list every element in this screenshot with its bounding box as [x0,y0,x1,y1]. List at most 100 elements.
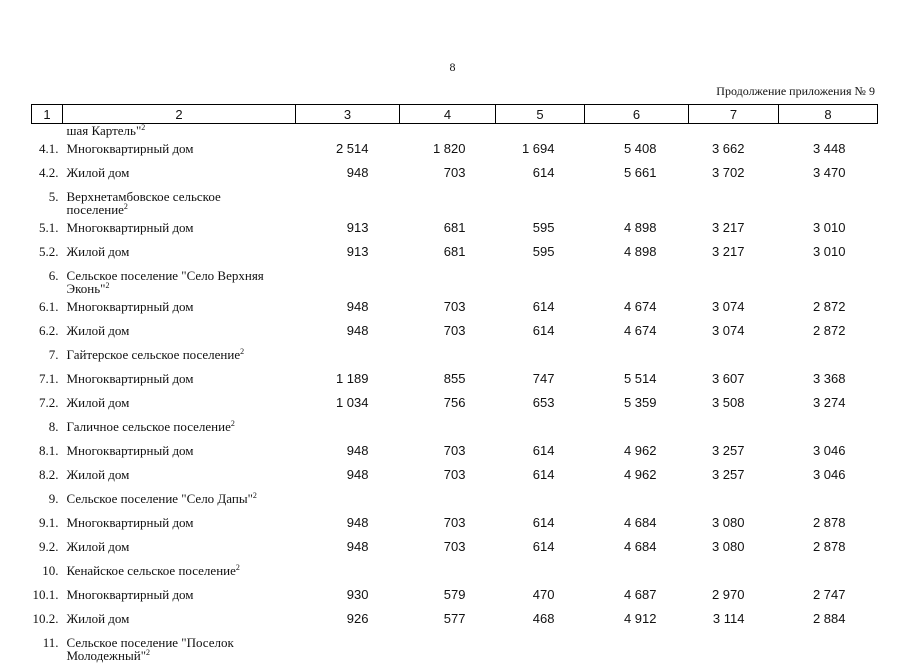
section-row: 6. Сельское поселение "Село Верхняя Эконь… [32,264,878,295]
value-cell [779,559,878,583]
value-cell: 3 046 [812,443,846,458]
row-name: Верхнетамбовское сельское поселение2 [66,189,221,217]
row-number: 11. [42,635,59,650]
value-cell: 5 359 [623,395,657,410]
value-cell [496,343,585,367]
value-cell: 3 046 [812,467,846,482]
column-header: 3 [295,104,400,124]
value-cell: 3 257 [711,443,745,458]
value-cell [779,185,878,216]
row-number: 4.2. [39,165,59,180]
page-number: 8 [449,60,456,74]
row-number: 10.2. [32,611,59,626]
column-header: 4 [399,104,496,124]
row-number: 6.1. [39,299,59,314]
footnote-mark: 2 [230,419,235,428]
table-row: 9.2. Жилой дом 948 703 614 4 684 3 080 2 878 [32,535,878,559]
row-name: Кенайское сельское поселение2 [66,563,240,578]
value-cell: 703 [443,299,466,314]
value-cell: 614 [532,299,555,314]
row-number: 7. [48,347,59,362]
value-cell: 948 [346,467,369,482]
value-cell [400,264,496,295]
value-cell [496,559,585,583]
value-cell [296,415,400,439]
table-row: 5.2. Жилой дом 913 681 595 4 898 3 217 3 010 [32,240,878,264]
value-cell: 948 [346,165,369,180]
value-cell: 579 [443,587,466,602]
value-cell: 614 [532,539,555,554]
value-cell: 3 508 [711,395,745,410]
value-cell: 5 661 [623,165,657,180]
row-name: Жилой дом [66,539,130,554]
value-cell: 703 [443,515,466,530]
value-cell: 3 217 [711,244,745,259]
value-cell: 3 114 [712,611,745,626]
value-cell [779,415,878,439]
value-cell: 4 962 [623,467,657,482]
value-cell: 756 [443,395,466,410]
section-row: 10. Кенайское сельское поселение2 [32,559,878,583]
appendix-continuation-note: Продолжение приложения № 9 [716,84,875,98]
value-cell [585,185,689,216]
table-row: 10.2. Жилой дом 926 577 468 4 912 3 114 2 884 [32,607,878,631]
row-name: Многоквартирный дом [66,371,194,386]
value-cell: 1 189 [335,371,369,386]
value-cell: 2 884 [812,611,846,626]
value-cell [779,343,878,367]
value-cell [779,264,878,295]
value-cell: 3 257 [711,467,745,482]
row-number: 4.1. [39,141,59,156]
value-cell: 747 [532,371,555,386]
value-cell: 3 274 [812,395,846,410]
value-cell: 3 080 [711,515,745,530]
value-cell: 3 010 [812,244,846,259]
row-name: Многоквартирный дом [66,587,194,602]
value-cell [296,487,400,511]
value-cell: 5 514 [623,371,657,386]
value-cell: 4 898 [623,244,657,259]
row-name: Жилой дом [66,244,130,259]
value-cell: 913 [346,244,369,259]
value-cell: 4 687 [623,587,657,602]
value-cell [496,631,585,662]
value-cell [585,343,689,367]
value-cell: 595 [532,244,555,259]
value-cell: 653 [532,395,555,410]
row-name: Жилой дом [66,165,130,180]
row-number: 10.1. [32,587,59,602]
value-cell [779,487,878,511]
table-row: 8.1. Многоквартирный дом 948 703 614 4 962 3 2… [32,439,878,463]
table-row: 4.1. Многоквартирный дом 2 514 1 820 1 694 5 … [32,137,878,161]
value-cell: 703 [443,323,466,338]
row-name: Галичное сельское поселение2 [66,419,235,434]
footnote-mark: 2 [105,281,110,290]
value-cell [689,631,779,662]
row-number: 9.1. [39,515,59,530]
value-cell [296,559,400,583]
row-name: Сельское поселение "Село Дапы"2 [66,491,257,506]
value-cell: 3 662 [711,141,745,156]
value-cell: 614 [532,467,555,482]
value-cell: 3 448 [812,141,846,156]
table-row: 10.1. Многоквартирный дом 930 579 470 4 687 2 … [32,583,878,607]
value-cell: 2 872 [812,299,846,314]
column-header: 8 [778,104,878,124]
continued-row: шая Картель"2 [32,124,878,138]
value-cell: 470 [532,587,555,602]
value-cell: 3 010 [812,220,846,235]
footnote-mark: 2 [235,563,240,572]
row-number: 5.1. [39,220,59,235]
value-cell [779,631,878,662]
value-cell [400,559,496,583]
value-cell [585,415,689,439]
value-cell: 2 878 [812,539,846,554]
row-number: 9. [48,491,59,506]
row-number: 7.1. [39,371,59,386]
row-number: 8. [48,419,59,434]
row-name: Сельское поселение "Поселок Молодежный"2 [66,635,234,663]
table-row: 6.1. Многоквартирный дом 948 703 614 4 674 3 0… [32,295,878,319]
value-cell: 3 080 [711,539,745,554]
value-cell: 595 [532,220,555,235]
value-cell: 4 898 [623,220,657,235]
